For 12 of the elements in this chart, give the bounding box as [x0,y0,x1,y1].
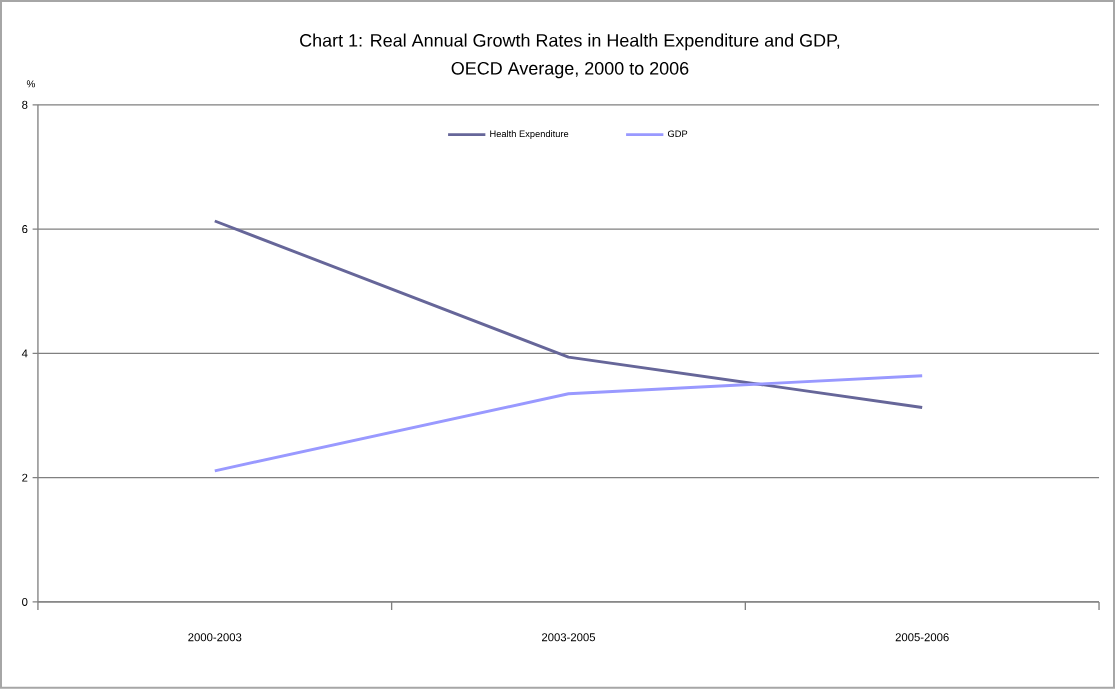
legend-label: GDP [667,130,688,138]
y-tick-label: 6 [22,225,28,234]
y-tick-label: 0 [22,598,28,607]
y-tick-label: 2 [22,473,28,482]
y-tick-label: 8 [22,100,28,109]
chart-title: Chart 1: Real Annual Growth Rates in Health Expenditure and GDP, OECD Average, 2000 to 2006 [300,33,840,79]
x-tick-label: 2005-2006 [895,633,949,642]
x-tick-label: 2003-2005 [542,633,596,642]
legend-label: Health Expenditure [490,130,569,140]
y-axis-title: % [26,80,36,88]
x-tick-label: 2000-2003 [188,633,242,642]
y-tick-label: 4 [21,349,28,358]
